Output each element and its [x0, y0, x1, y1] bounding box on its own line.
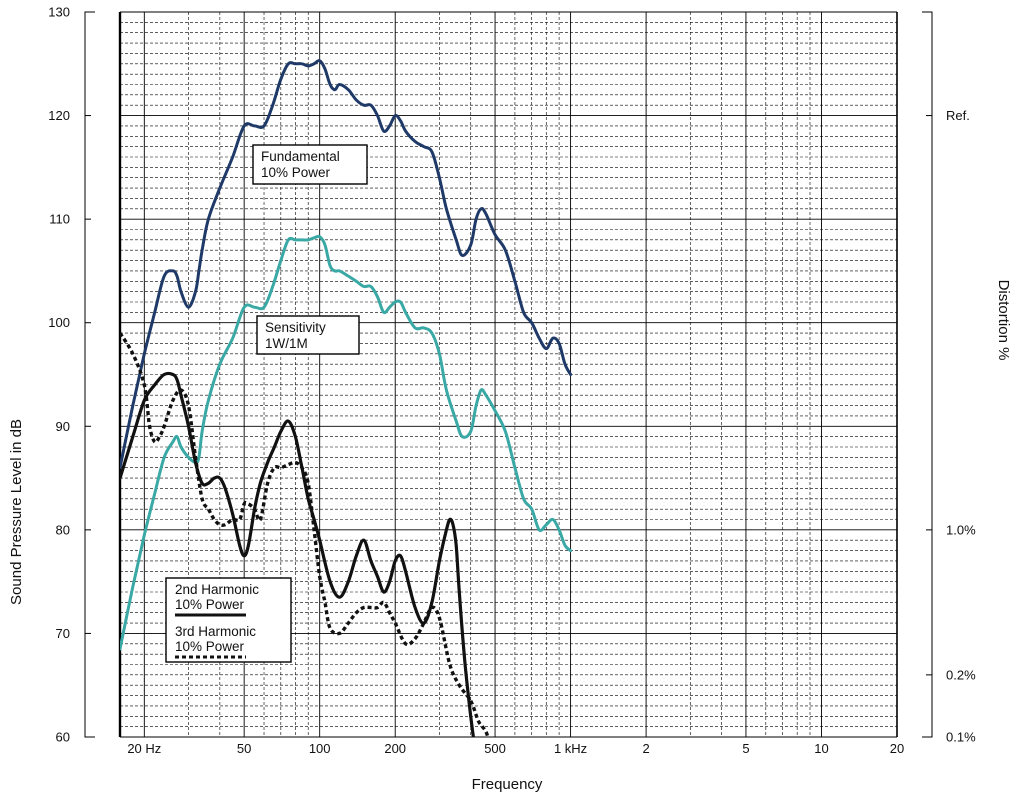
x-tick-label: 20	[890, 741, 904, 756]
legend-fundamental-box	[252, 144, 368, 185]
series-line-fundamental	[120, 59, 573, 470]
y-tick-label: 60	[56, 730, 70, 745]
y-tick-label: 80	[56, 522, 70, 537]
x-tick-label: 2	[642, 741, 649, 756]
series-line-second	[120, 371, 475, 737]
right-tick-label: 1.0%	[946, 522, 976, 537]
legend-sensitivity-text: 1W/1M	[265, 336, 308, 351]
y2-axis-title: Distortion %	[995, 280, 1012, 361]
minor-grid	[120, 12, 897, 737]
x-tick-label: 200	[384, 741, 406, 756]
legend-second-text: 10% Power	[175, 597, 245, 612]
x-tick-label: 50	[237, 741, 251, 756]
series-group	[120, 59, 573, 737]
tick-labels: 60 70 80 90 100 110 120 130 Ref. 1.0% 0.2% 0.1% 20 H…	[48, 5, 976, 757]
y-tick-label: 110	[49, 212, 70, 227]
x-tick-label: 20 Hz	[127, 741, 161, 756]
right-tick-label: Ref.	[946, 108, 970, 123]
major-grid	[120, 11, 897, 738]
right-tick-label: 0.2%	[946, 667, 976, 682]
legend-harmonics-box	[165, 577, 292, 663]
y-tick-label: 130	[48, 5, 70, 20]
y-tick-label: 120	[48, 108, 70, 123]
legend-fundamental-text: Fundamental	[261, 149, 340, 164]
legend-fundamental-text: 10% Power	[261, 165, 331, 180]
series-line-third	[120, 332, 490, 737]
x-tick-label: 100	[309, 741, 331, 756]
y-tick-label: 90	[56, 419, 70, 434]
y-tick-label: 100	[48, 315, 70, 330]
legend-sensitivity-text: Sensitivity	[265, 320, 326, 335]
series-line-sensitivity	[120, 234, 573, 651]
legend-third-text: 10% Power	[175, 639, 245, 654]
right-tick-label: 0.1%	[946, 730, 976, 745]
x-tick-label: 10	[814, 741, 828, 756]
x-tick-label: 5	[742, 741, 749, 756]
y-tick-label: 70	[56, 626, 70, 641]
x-axis-title: Frequency	[472, 776, 543, 793]
x-tick-label: 1 kHz	[554, 741, 587, 756]
x-tick-label: 500	[484, 741, 506, 756]
y-axis-title: Sound Pressure Level in dB	[8, 419, 25, 605]
legend-sensitivity-box	[256, 315, 360, 355]
legend-second-text: 2nd Harmonic	[175, 582, 259, 597]
legend-third-text: 3rd Harmonic	[175, 624, 256, 639]
